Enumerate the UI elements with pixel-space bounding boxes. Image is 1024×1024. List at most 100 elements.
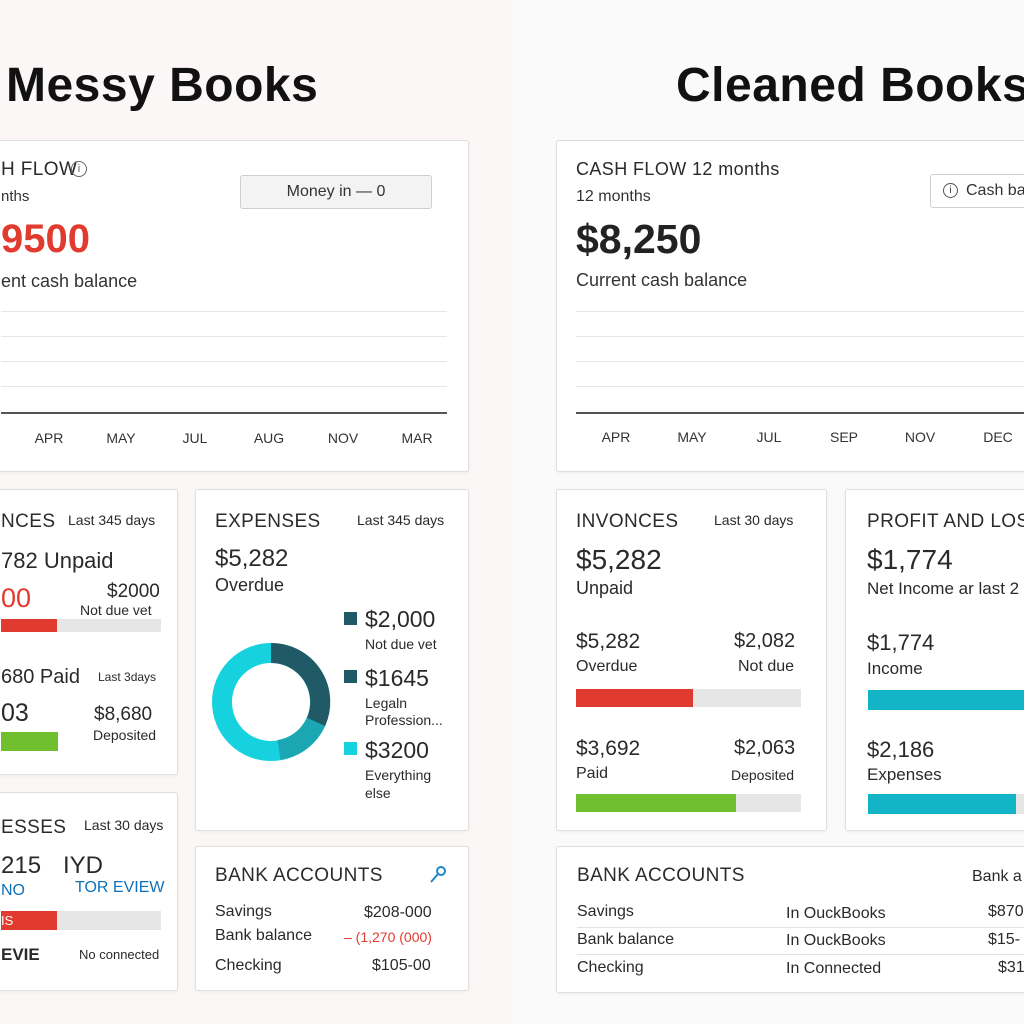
bank-row-status: In OuckBooks — [786, 932, 886, 949]
bank-row-status: In Connected — [786, 960, 882, 977]
expenses-amount: $2,186 — [867, 737, 935, 762]
overdue-bar — [576, 689, 801, 707]
money-in-button[interactable]: Money in — 0 — [240, 175, 432, 209]
deposited-bar-fill — [1, 732, 58, 751]
messy-cashflow-card: H FLOW i nths 9500 ent cash balance Mone… — [0, 140, 469, 472]
cashflow-caption: Current cash balance — [576, 270, 748, 290]
income-bar — [868, 690, 1024, 710]
invoices-amount: $5,282 — [576, 544, 662, 575]
cash-balance-button[interactable]: i Cash ba — [930, 174, 1024, 208]
expenses-label: Expenses — [867, 765, 942, 784]
bank-row-label: Checking — [215, 957, 282, 974]
connection-status: No connected — [79, 947, 160, 962]
bank-row-label: Savings — [215, 903, 272, 920]
bank-row-status: In OuckBooks — [786, 905, 886, 922]
info-icon[interactable]: i — [71, 161, 87, 177]
month-label: MAR — [401, 430, 433, 446]
bank-row-value: $15- — [988, 931, 1021, 948]
invoices-period: Last 345 days — [68, 512, 156, 528]
expenses-period: Last 345 days — [357, 512, 445, 528]
messy-expenses-card: EXPENSES Last 345 days $5,282 Overdue $2… — [195, 489, 469, 831]
month-label: JUL — [756, 429, 782, 445]
income-amount: $1,774 — [867, 630, 935, 655]
invoices-title: INVONCES — [576, 511, 679, 532]
expenses-title: ESSES — [1, 817, 67, 838]
expenses-bar — [868, 794, 1024, 814]
gridline — [576, 361, 1024, 362]
month-label: MAY — [106, 430, 136, 446]
deposited-left: 03 — [1, 699, 29, 727]
gridline — [1, 311, 447, 312]
clean-profit-loss-card: PROFIT AND LOS $1,774 Net Income ar last… — [845, 489, 1024, 831]
legend-amount: $3200 — [365, 737, 429, 763]
expenses-bar-fill — [868, 794, 1016, 814]
legend-label: Everything else — [365, 767, 432, 801]
expenses-title: EXPENSES — [215, 511, 321, 532]
cleaned-books-heading: Cleaned Books — [676, 59, 1024, 112]
income-label: Income — [867, 659, 923, 678]
clean-bank-card: BANK ACCOUNTS Bank a Savings In OuckBook… — [556, 846, 1024, 993]
cashflow-amount: 9500 — [1, 217, 90, 261]
clean-cashflow-card: CASH FLOW 12 months 12 months $8,250 Cur… — [556, 140, 1024, 472]
expenses-bar-text: IS — [1, 913, 14, 928]
paid-label: Paid — [576, 765, 609, 782]
messy-expenses-list-card: ESSES Last 30 days 215 IYD NO TOR EVIEW … — [0, 792, 178, 991]
deposited-label: Deposited — [731, 767, 795, 783]
overdue-amount: 00 — [1, 583, 32, 613]
bank-row-value: $870 — [988, 903, 1024, 920]
expenses-period: Last 30 days — [84, 817, 164, 833]
paid-bar-fill — [576, 794, 736, 812]
messy-books-heading: Messy Books — [6, 59, 319, 112]
paid-period: Last 3days — [98, 670, 157, 684]
bank-title: BANK ACCOUNTS — [577, 865, 745, 886]
profit-title: PROFIT AND LOS — [867, 511, 1024, 532]
cashflow-period: 12 months — [576, 188, 651, 205]
expenses-bar: IS — [1, 911, 161, 930]
chart-axis — [576, 412, 1024, 414]
legend-swatch — [344, 612, 357, 625]
deposited-amount: $8,680 — [94, 704, 153, 725]
expenses-caption: Overdue — [215, 575, 285, 595]
bank-row-label: Checking — [577, 959, 644, 976]
donut-segment-not-due — [270, 642, 331, 727]
clean-invoices-card: INVONCES Last 30 days $5,282 Unpaid $5,2… — [556, 489, 827, 831]
donut-segment-legal — [276, 717, 326, 760]
gridline — [576, 336, 1024, 337]
income-bar-fill — [868, 690, 1024, 710]
row-divider — [577, 954, 1024, 955]
deposited-bar — [1, 732, 58, 751]
paid-label: 680 Paid — [1, 666, 80, 688]
bank-title: BANK ACCOUNTS — [215, 865, 383, 886]
overdue-amount: $5,282 — [576, 630, 641, 653]
chart-axis — [1, 412, 447, 414]
bank-row-value: $208-000 — [364, 904, 432, 921]
bank-row-value: $105-00 — [372, 957, 431, 974]
legend-swatch — [344, 670, 357, 683]
gridline — [1, 361, 447, 362]
review-link[interactable]: TOR EVIEW — [75, 879, 165, 896]
overdue-label: Overdue — [576, 658, 638, 675]
overdue-bar-fill — [576, 689, 693, 707]
expenses-bar-fill: IS — [1, 911, 57, 930]
bank-row-value: – (1,270 (000) — [344, 929, 432, 945]
cash-balance-label: Cash ba — [966, 182, 1024, 199]
invoices-unpaid: 782 Unpaid — [1, 548, 114, 573]
expenses-donut-chart — [212, 642, 331, 761]
month-label: APR — [601, 429, 631, 445]
overdue-bar — [1, 619, 161, 632]
deposited-amount: $2,063 — [734, 737, 796, 759]
gridline — [576, 311, 1024, 312]
invoices-period: Last 30 days — [714, 512, 794, 528]
gridline — [1, 336, 447, 337]
bank-row-label: Bank balance — [215, 927, 312, 944]
pin-icon[interactable] — [428, 865, 448, 885]
expenses-amount: 215 — [1, 852, 42, 879]
expenses-amount: $5,282 — [215, 545, 289, 572]
not-due-label: Not due vet — [80, 602, 152, 618]
not-due-amount: $2000 — [107, 581, 160, 602]
cashflow-title: CASH FLOW 12 months — [576, 159, 780, 179]
expenses-status: NO — [1, 882, 25, 899]
month-label: APR — [34, 430, 64, 446]
legend-amount: $2,000 — [365, 606, 436, 632]
paid-bar — [576, 794, 801, 812]
